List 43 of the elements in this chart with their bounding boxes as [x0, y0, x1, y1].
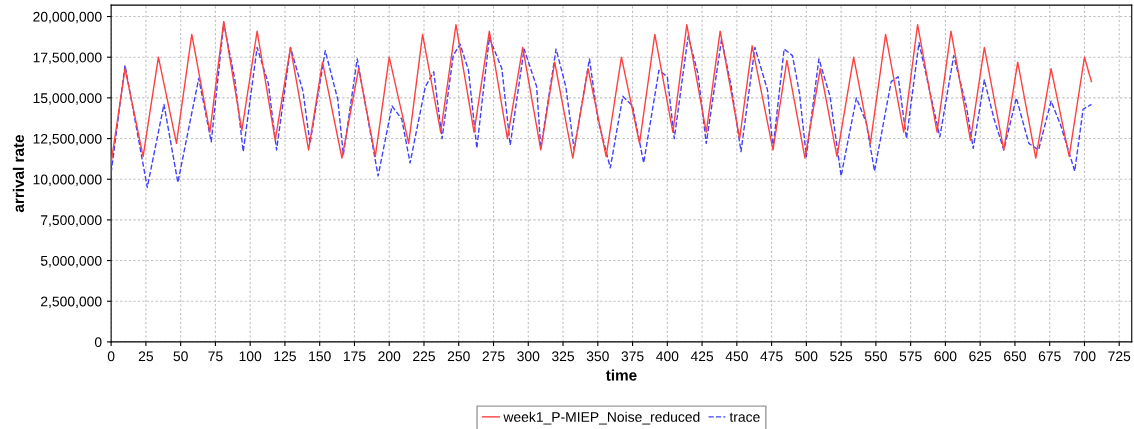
- x-tick-label: 375: [621, 351, 644, 362]
- x-tick-label: 100: [239, 351, 262, 362]
- y-tick-label: 15,000,000: [33, 93, 102, 105]
- x-tick-label: 650: [1004, 351, 1026, 362]
- x-tick-label: 50: [173, 351, 188, 362]
- x-tick-label: 225: [413, 351, 435, 362]
- x-tick-label: 550: [864, 351, 887, 362]
- x-tick-label: 25: [138, 351, 154, 362]
- x-tick-label: 725: [1108, 351, 1131, 362]
- x-tick-label: 175: [343, 351, 366, 362]
- x-tick-label: 125: [274, 351, 296, 362]
- x-tick-label: 625: [969, 351, 992, 362]
- x-tick-label: 300: [517, 351, 540, 362]
- x-tick-label: 475: [760, 351, 783, 362]
- x-tick-label: 325: [551, 351, 575, 362]
- x-tick-label: 675: [1038, 351, 1061, 362]
- y-tick-label: 0: [94, 337, 102, 348]
- x-tick-label: 275: [482, 351, 505, 362]
- y-tick-label: 20,000,000: [33, 11, 102, 24]
- y-tick-label: 5,000,000: [40, 255, 102, 268]
- x-tick-label: 425: [690, 351, 714, 362]
- legend-label: trace: [729, 412, 760, 422]
- x-tick-label: 150: [309, 351, 331, 362]
- x-tick-label: 525: [830, 351, 853, 362]
- x-tick-label: 450: [725, 351, 748, 362]
- x-tick-label: 500: [795, 351, 818, 362]
- y-axis-title: arrival rate: [12, 134, 25, 213]
- y-tick-label: 12,500,000: [33, 133, 102, 146]
- x-tick-label: 600: [934, 351, 957, 362]
- y-tick-label: 2,500,000: [41, 296, 102, 309]
- legend-label: week1_P-MIEP_Noise_reduced: [503, 411, 700, 425]
- x-tick-label: 200: [378, 351, 401, 362]
- y-tick-label: 7,500,000: [41, 215, 102, 227]
- x-tick-label: 700: [1073, 351, 1096, 362]
- x-tick-label: 250: [447, 351, 470, 362]
- x-tick-label: 0: [107, 351, 115, 362]
- x-tick-label: 575: [899, 351, 922, 362]
- x-tick-label: 350: [586, 351, 609, 362]
- x-axis-title: time: [605, 369, 637, 381]
- y-tick-label: 17,500,000: [33, 52, 102, 65]
- y-tick-label: 10,000,000: [33, 174, 102, 187]
- x-tick-label: 400: [656, 351, 679, 362]
- x-tick-label: 75: [208, 351, 223, 362]
